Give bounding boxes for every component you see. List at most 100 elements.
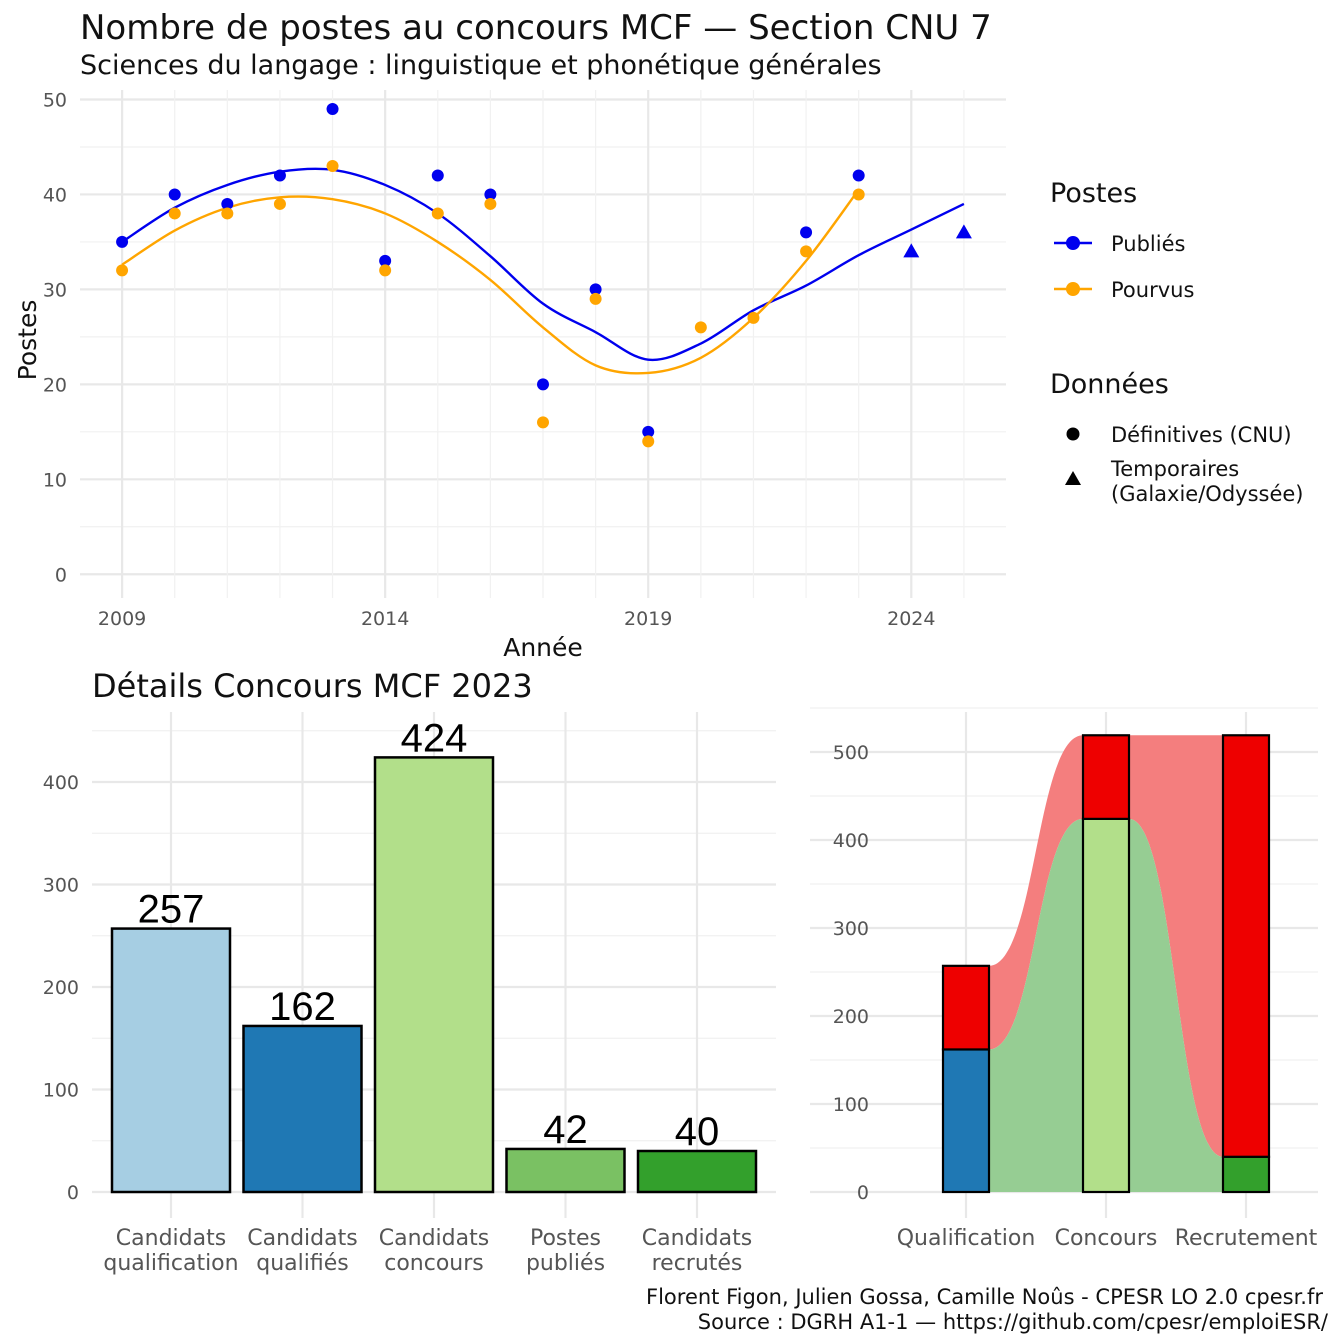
point-pourvus [116,264,129,277]
top-chart-points [116,102,972,448]
bar [505,1147,626,1194]
point-temporary-publiés [955,224,972,239]
stacked-bar-top [1221,734,1271,1158]
x-tick-label: 2019 [624,608,672,630]
point-publiés [168,188,181,201]
point-publiés [537,378,549,391]
y-axis-title: Postes [13,300,42,381]
point-publiés [431,169,444,182]
y-tick-label: 0 [55,564,67,586]
y-tick-label: 300 [833,918,869,940]
point-pourvus [800,245,813,258]
x-tick-label: Recrutement [1175,1226,1318,1251]
point-publiés [642,425,655,438]
stacked-bar-bottom [1081,817,1131,1194]
x-tick-label: qualification [103,1251,238,1276]
stacked-bar-bottom [941,1048,991,1194]
y-tick-label: 20 [43,374,67,396]
bar-value-label: 42 [543,1108,588,1152]
point-pourvus [852,188,865,201]
stacked-bar-top [941,964,991,1051]
y-tick-label: 10 [43,469,67,491]
legend-dot-pourvus [1066,282,1080,296]
top-chart-grid [80,90,1006,598]
bar-chart-ticks: 0100200300400CandidatsqualificationCandi… [43,772,752,1276]
bar-value-label: 40 [675,1110,720,1154]
legend-label-pourvus: Pourvus [1111,278,1194,302]
legend-dot-publies [1066,236,1080,250]
bar-value-label: 162 [269,985,336,1029]
bar-value-label: 257 [138,888,205,932]
stacked-bar-bottom [1221,1155,1271,1194]
legend-label-definitives: Définitives (CNU) [1111,423,1292,447]
y-tick-label: 40 [43,184,67,206]
chart-subtitle: Sciences du langage : linguistique et ph… [80,50,882,81]
x-tick-label: publiés [526,1251,605,1276]
legend-title-postes: Postes [1050,178,1137,209]
legend-label-temporaires-2: (Galaxie/Odyssée) [1111,482,1304,506]
x-tick-label: recrutés [652,1251,743,1276]
x-tick-label: concours [384,1251,484,1276]
legend-circle-definitives [1066,427,1080,441]
y-tick-label: 400 [833,830,869,852]
point-publiés [589,283,602,296]
legend-label-temporaires-1: Temporaires [1110,457,1239,481]
x-tick-label: Candidats [116,1226,226,1251]
flow-ribbon-total [989,735,1223,1157]
x-tick-label: Qualification [897,1226,1036,1251]
bar [373,756,495,1194]
point-pourvus [273,197,286,210]
point-publiés [800,226,813,239]
chart-title: Nombre de postes au concours MCF — Secti… [80,8,992,48]
point-temporary-publiés [903,243,920,258]
y-tick-label: 400 [43,772,79,794]
y-tick-label: 0 [857,1182,869,1204]
x-tick-label: 2009 [98,608,146,630]
point-pourvus [326,159,339,172]
point-pourvus [431,207,444,220]
x-tick-label: qualifiés [256,1251,348,1276]
y-tick-label: 200 [43,977,79,999]
point-publiés [379,254,392,267]
y-tick-label: 30 [43,279,67,301]
point-publiés [484,188,497,201]
y-tick-label: 100 [833,1094,869,1116]
legend-title-donnees: Données [1050,369,1169,400]
caption-authors: Florent Figon, Julien Gossa, Camille Noû… [646,1285,1323,1309]
x-tick-label: 2014 [361,608,409,630]
bar [636,1149,758,1194]
bar-chart-title: Détails Concours MCF 2023 [92,667,533,705]
point-pourvus [221,207,234,220]
smooth-line-publiés [121,167,965,362]
top-chart-ticks: 0 10 20 30 40 50 2009 2014 2019 2024 [43,89,936,630]
bar [110,927,232,1194]
legend-label-publies: Publiés [1111,232,1185,256]
x-tick-label: Candidats [247,1226,357,1251]
point-pourvus [484,197,497,210]
point-pourvus [694,321,707,334]
flow-chart-ticks: 0 100 200 300 400 500 Qualification Concours Rec… [833,742,1318,1251]
point-publiés [116,235,129,248]
x-tick-label: Candidats [379,1226,489,1251]
point-publiés [221,197,234,210]
point-publiés [852,169,865,182]
y-tick-label: 300 [43,875,79,897]
point-pourvus [379,264,392,277]
y-tick-label: 50 [43,89,67,111]
bar-value-label: 424 [401,716,468,760]
y-tick-label: 0 [67,1182,79,1204]
point-publiés [273,169,286,182]
point-publiés [326,102,339,115]
x-axis-title: Année [503,633,583,662]
point-pourvus [537,416,549,429]
flow-chart-bars [941,734,1271,1194]
legend-triangle-temporaires [1065,471,1081,485]
x-tick-label: Candidats [642,1226,752,1251]
bar [242,1024,363,1194]
caption-source: Source : DGRH A1-1 — https://github.com/… [698,1310,1329,1334]
point-pourvus [589,292,602,305]
bar-chart-bars: 257 162 424 42 40 [110,716,758,1194]
stacked-bar-top [1081,734,1131,820]
legend: Postes Publiés Pourvus Données Définitiv… [1050,178,1304,506]
